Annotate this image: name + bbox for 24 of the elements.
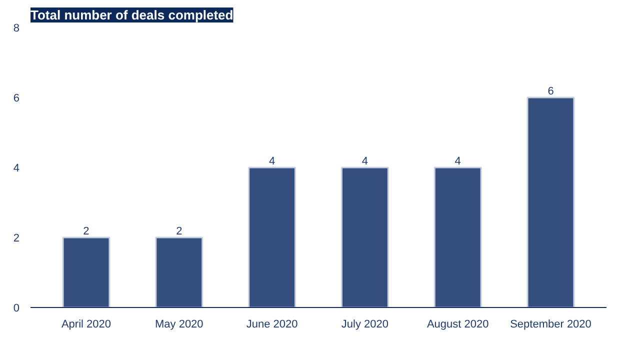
bar — [62, 236, 110, 308]
x-tick-label: April 2020 — [61, 318, 112, 330]
y-tick-label: 8 — [13, 22, 20, 34]
y-tick-label: 0 — [13, 302, 20, 314]
x-tick-label: September 2020 — [510, 318, 592, 330]
data-label: 4 — [454, 156, 461, 168]
x-tick-label: May 2020 — [154, 318, 204, 330]
y-tick-label: 2 — [13, 232, 20, 244]
y-tick-label: 6 — [13, 92, 20, 104]
data-label: 2 — [176, 226, 182, 238]
y-tick-label: 4 — [13, 162, 20, 174]
data-label: 4 — [362, 156, 368, 168]
x-tick-label: June 2020 — [246, 318, 298, 330]
bar — [155, 236, 204, 308]
x-tick-label: August 2020 — [426, 318, 489, 330]
bar — [248, 166, 296, 308]
data-label: 4 — [268, 156, 276, 168]
data-label: 2 — [83, 226, 90, 238]
x-tick-label: July 2020 — [341, 318, 388, 330]
bar — [340, 166, 389, 308]
chart-title: Total number of deals completed — [30, 8, 234, 22]
bar — [434, 166, 482, 308]
bar — [526, 96, 575, 308]
data-label: 6 — [548, 86, 554, 98]
